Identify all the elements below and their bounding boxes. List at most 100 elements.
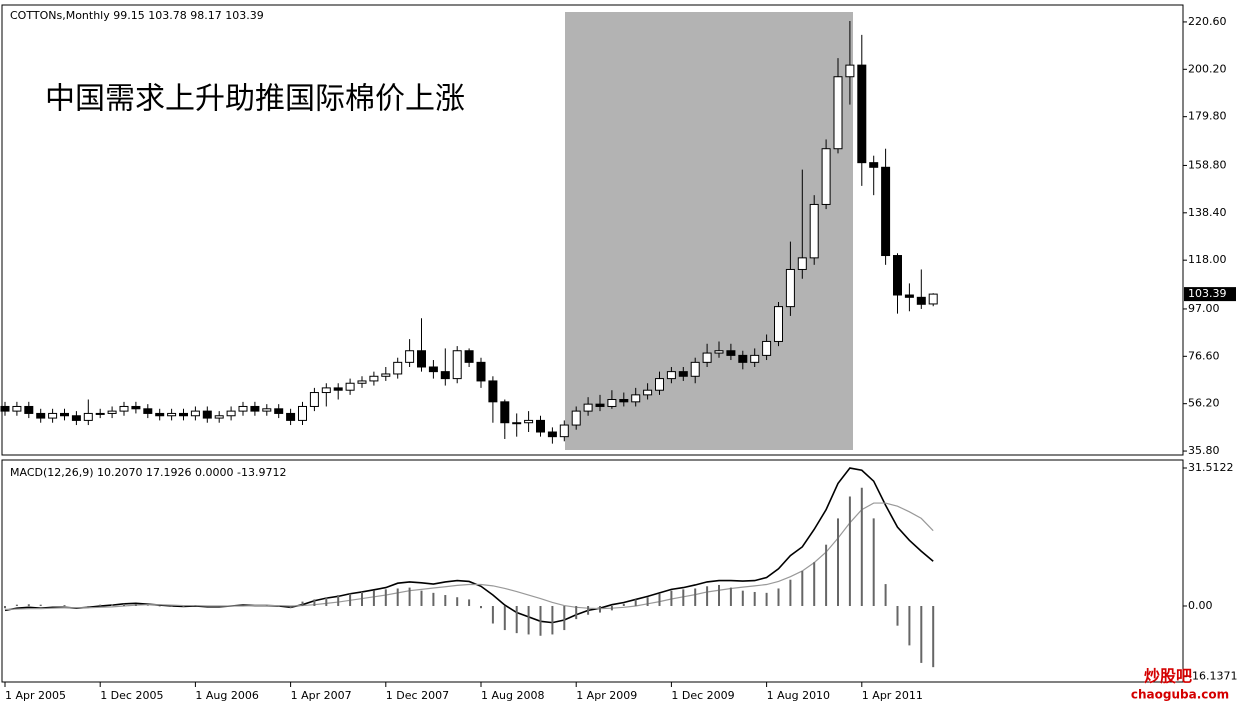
candle-body — [369, 375, 379, 382]
candle-body — [405, 350, 415, 363]
candle-body — [464, 350, 474, 363]
candle-body — [452, 350, 462, 380]
candle-body — [214, 415, 224, 419]
candle-body — [583, 403, 593, 412]
candle-body — [750, 354, 760, 363]
candle-body — [345, 382, 355, 391]
x-tick-label: 1 Apr 2011 — [862, 689, 923, 702]
current-price-box — [1184, 287, 1236, 302]
candle-body — [631, 394, 641, 403]
candle-body — [524, 419, 534, 424]
candle-body — [536, 419, 545, 433]
candle-body — [607, 399, 617, 407]
candle-body — [726, 350, 736, 356]
candle-body — [666, 371, 676, 380]
candle-body — [547, 431, 557, 438]
x-tick-label: 1 Aug 2010 — [767, 689, 830, 702]
y-tick-label: 35.80 — [1188, 444, 1220, 457]
candle-body — [12, 405, 22, 412]
x-tick-label: 1 Aug 2006 — [195, 689, 258, 702]
candle-body — [785, 268, 795, 308]
candle-body — [0, 405, 10, 412]
candle-body — [857, 64, 867, 164]
candle-body — [500, 401, 510, 424]
candle-body — [226, 410, 236, 417]
y-tick-label: 220.60 — [1188, 15, 1227, 28]
candle-body — [809, 203, 819, 259]
x-tick-label: 1 Apr 2005 — [5, 689, 66, 702]
candle-body — [476, 361, 486, 382]
candle-body — [393, 361, 403, 375]
candle-body — [107, 410, 117, 414]
annotation: 中国需求上升助推国际棉价上涨 — [45, 82, 465, 117]
candle-body — [24, 405, 34, 414]
y-tick-label: 200.20 — [1188, 62, 1227, 75]
y-tick-label: -16.1371 — [1188, 670, 1237, 683]
y-tick-label: 158.80 — [1188, 158, 1227, 171]
y-tick-label: 0.00 — [1188, 599, 1213, 612]
candle-body — [298, 405, 307, 421]
candle-body — [690, 361, 700, 377]
candle-body — [702, 352, 712, 363]
candle-body — [83, 412, 93, 421]
y-tick-label: 138.40 — [1188, 206, 1227, 219]
highlight-region — [565, 12, 853, 450]
candle-body — [48, 412, 58, 419]
candle-body — [845, 64, 855, 78]
candle-body — [821, 148, 831, 205]
candle-body — [643, 389, 653, 396]
candle-body — [916, 296, 926, 305]
current-price-label: 103.39 — [1188, 287, 1227, 300]
y-tick-label: 97.00 — [1188, 302, 1220, 315]
candle-body — [381, 373, 391, 377]
candle-body — [357, 380, 367, 384]
candle-body — [738, 354, 748, 363]
candle-body — [512, 422, 522, 425]
candle-body — [60, 412, 69, 417]
candle-body — [250, 405, 260, 412]
watermark-name: 炒股吧 — [1144, 667, 1192, 686]
macd-title: MACD(12,26,9) 10.2070 17.1926 0.0000 -13… — [10, 466, 286, 479]
price-panel — [1, 4, 1184, 456]
y-tick-label: 179.80 — [1188, 110, 1227, 123]
candle-body — [71, 415, 81, 421]
candle-body — [881, 166, 891, 257]
candle-body — [678, 371, 688, 377]
candle-body — [167, 412, 177, 417]
x-tick-label: 1 Dec 2007 — [386, 689, 449, 702]
candle-body — [262, 408, 272, 412]
candle-body — [440, 371, 450, 380]
candle-body — [619, 399, 629, 403]
candle-body — [774, 306, 783, 342]
macd-line — [4, 502, 934, 611]
candle-body — [928, 293, 938, 305]
candle-body — [143, 408, 153, 414]
candle-body — [179, 412, 188, 417]
candle-body — [417, 350, 426, 368]
candle-body — [869, 162, 879, 168]
candle-body — [893, 255, 902, 296]
candle-body — [190, 410, 200, 417]
candle-body — [488, 380, 498, 403]
candle-body — [309, 392, 319, 407]
candle-body — [119, 405, 129, 412]
y-tick-label: 56.20 — [1188, 397, 1220, 410]
x-tick-label: 1 Aug 2008 — [481, 689, 544, 702]
y-tick-label: 76.60 — [1188, 349, 1220, 362]
candle-body — [131, 405, 141, 410]
macd-panel — [1, 459, 1184, 683]
candle-body — [655, 378, 664, 391]
candle-body — [571, 410, 581, 426]
candle-body — [904, 294, 914, 298]
candle-body — [274, 408, 284, 414]
candle-body — [238, 405, 248, 412]
x-tick-label: 1 Apr 2007 — [291, 689, 352, 702]
candle-body — [333, 387, 343, 391]
y-tick-label: 118.00 — [1188, 253, 1227, 266]
candle-body — [595, 403, 605, 407]
candle-body — [762, 340, 772, 356]
candle-body — [714, 350, 724, 354]
candle-body — [36, 412, 46, 419]
candle-body — [833, 76, 843, 150]
